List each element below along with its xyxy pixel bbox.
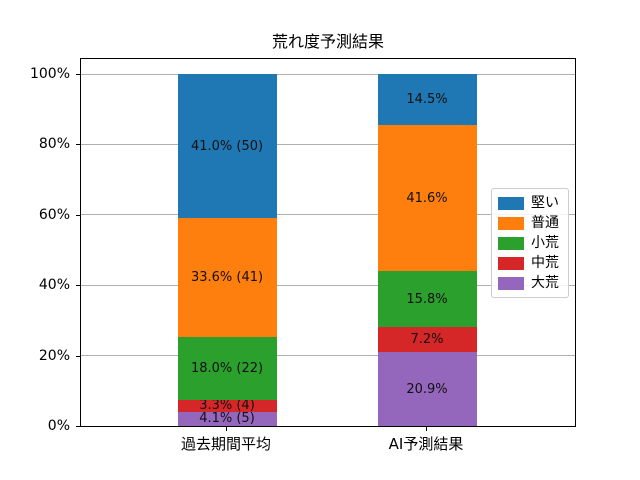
legend-item: 小荒	[498, 236, 562, 250]
bar-segment: 33.6% (41)	[177, 218, 277, 337]
legend-item: 普通	[498, 216, 562, 230]
legend-swatch-icon	[498, 196, 524, 210]
bar-segment: 7.2%	[377, 327, 477, 353]
bar-segment: 3.3% (4)	[177, 398, 277, 414]
y-tick-mark	[76, 214, 80, 216]
y-tick-mark	[76, 355, 80, 357]
legend-label: 大荒	[531, 275, 559, 291]
y-tick-label: 40%	[38, 277, 70, 294]
legend-label: 普通	[531, 215, 559, 231]
legend-item: 大荒	[498, 276, 562, 290]
y-tick-label: 100%	[29, 66, 70, 82]
legend-swatch-icon	[498, 276, 524, 290]
chart-title: 荒れ度予測結果	[271, 32, 384, 51]
y-tick-mark	[76, 426, 80, 427]
y-tick-mark	[76, 285, 80, 287]
y-tick-label: 20%	[38, 347, 70, 364]
bar-segment: 20.9%	[377, 352, 477, 426]
bar-segment: 15.8%	[377, 271, 477, 328]
legend-item: 中荒	[498, 256, 562, 270]
legend-swatch-icon	[498, 236, 524, 250]
segment-label: 20.9%	[406, 381, 448, 397]
bar: 4.1% (5) 3.3% (4) 18.0% (22) 33.6% (41) 41.0…	[177, 59, 277, 427]
segment-label: 7.2%	[410, 332, 444, 348]
bar-segment: 14.5%	[377, 74, 477, 126]
y-tick-mark	[76, 144, 80, 146]
legend-label: 小荒	[531, 235, 559, 251]
legend-swatch-icon	[498, 216, 524, 230]
bar-segment: 18.0% (22)	[177, 336, 277, 400]
segment-label: 41.6%	[406, 190, 448, 206]
legend-label: 中荒	[531, 255, 559, 271]
legend: 堅い普通小荒中荒大荒	[491, 188, 569, 298]
x-tick-mark	[426, 427, 427, 431]
gridline	[81, 214, 575, 216]
gridline	[81, 143, 575, 145]
segment-label: 18.0% (22)	[190, 360, 264, 376]
y-tick-mark	[76, 74, 80, 75]
legend-swatch-icon	[498, 256, 524, 270]
segment-label: 14.5%	[406, 92, 448, 108]
x-tick-mark	[226, 427, 227, 431]
gridline	[81, 355, 575, 357]
bar-segment: 41.0% (50)	[177, 74, 277, 219]
x-tick-label: 過去期間平均	[180, 435, 271, 453]
segment-label: 15.8%	[406, 291, 448, 307]
bar-segment: 4.1% (5)	[177, 411, 277, 427]
legend-item: 堅い	[498, 196, 562, 210]
gridline	[81, 284, 575, 286]
segment-label: 3.3% (4)	[199, 398, 255, 414]
bar: 20.9% 7.2% 15.8% 41.6% 14.5%	[377, 59, 477, 426]
y-tick-label: 0%	[47, 418, 70, 434]
y-tick-label: 60%	[38, 206, 70, 223]
y-tick-label: 80%	[38, 136, 70, 153]
x-tick-label: AI予測結果	[388, 435, 464, 453]
gridline	[81, 73, 575, 75]
plot-area: 4.1% (5) 3.3% (4) 18.0% (22) 33.6% (41) 41.0…	[80, 58, 576, 427]
bar-segment: 41.6%	[377, 125, 477, 272]
segment-label: 33.6% (41)	[190, 269, 264, 285]
legend-label: 堅い	[531, 195, 559, 211]
segment-label: 41.0% (50)	[190, 138, 264, 154]
segment-label: 4.1% (5)	[199, 411, 255, 427]
